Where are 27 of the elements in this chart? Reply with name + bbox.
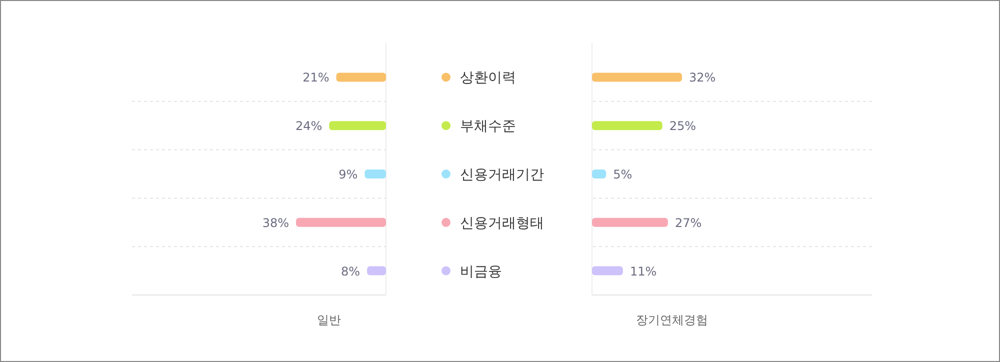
data-label: 8% <box>341 264 360 278</box>
data-label: 21% <box>302 70 330 85</box>
y-tick-label: 신용거래기간 <box>460 167 544 183</box>
data-label: 5% <box>613 168 632 182</box>
bar <box>367 266 386 276</box>
data-label: 24% <box>295 119 322 134</box>
data-label: 32% <box>689 70 716 85</box>
bar <box>329 121 386 130</box>
bar <box>296 218 386 227</box>
bar <box>592 72 682 82</box>
bar <box>592 218 668 227</box>
data-label: 27% <box>674 216 702 230</box>
y-tick-label: 신용거래형태 <box>460 215 544 232</box>
bar <box>336 72 386 82</box>
x-axis-title: 일반 <box>317 313 341 327</box>
y-tick-label: 비금융 <box>460 264 502 280</box>
data-label: 11% <box>630 264 657 278</box>
bar <box>592 266 623 276</box>
bar <box>592 121 662 130</box>
y-tick-label: 상환이력 <box>460 70 516 86</box>
x-axis-title: 장기연체경험 <box>636 313 708 327</box>
data-label: 9% <box>338 168 358 182</box>
y-tick-label: 부채수준 <box>460 118 516 135</box>
bar <box>364 170 386 178</box>
data-label: 38% <box>262 216 289 230</box>
bar <box>592 170 606 178</box>
data-label: 25% <box>669 119 696 134</box>
